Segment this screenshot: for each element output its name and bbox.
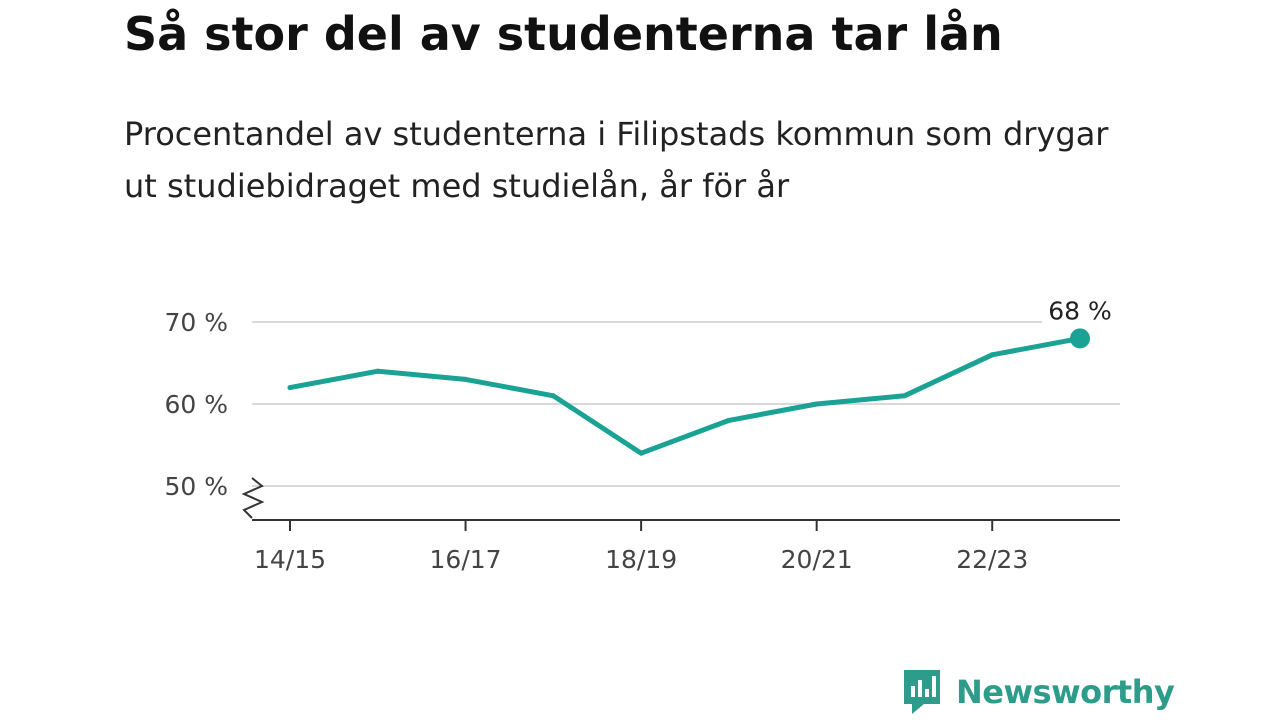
chart-subtitle: Procentandel av studenterna i Filipstads… bbox=[124, 115, 1109, 205]
last-point-label: 68 % bbox=[1048, 296, 1112, 325]
data-point bbox=[287, 385, 293, 391]
x-axis-ticks: 14/15 16/17 18/19 20/21 22/23 bbox=[254, 520, 1028, 574]
data-point bbox=[814, 401, 820, 407]
data-label-background bbox=[1042, 294, 1120, 325]
x-tick-label: 20/21 bbox=[781, 545, 853, 574]
chart-title: Så stor del av studenterna tar lån bbox=[124, 7, 1003, 61]
data-point bbox=[726, 417, 732, 423]
data-point bbox=[638, 450, 644, 456]
last-data-point bbox=[1070, 328, 1090, 349]
axis-break-icon bbox=[241, 477, 265, 519]
line-chart: 50 % 60 % 70 % 14/15 16/17 18/19 20/21 22/23 6… bbox=[164, 294, 1120, 574]
brand-name: Newsworthy bbox=[956, 673, 1175, 711]
grid-lines bbox=[252, 321, 1120, 487]
data-point bbox=[550, 393, 556, 399]
data-point bbox=[901, 393, 907, 399]
x-tick-label: 16/17 bbox=[430, 545, 502, 574]
x-tick-label: 22/23 bbox=[956, 545, 1028, 574]
x-axis bbox=[241, 477, 1120, 521]
data-point bbox=[989, 352, 995, 358]
data-point bbox=[375, 368, 381, 374]
y-tick-label: 60 % bbox=[164, 390, 228, 419]
series: 68 % bbox=[287, 294, 1120, 456]
brand-logo: Newsworthy bbox=[902, 668, 1175, 716]
x-tick-label: 14/15 bbox=[254, 545, 326, 574]
series-line bbox=[287, 335, 1083, 456]
x-tick-label: 18/19 bbox=[605, 545, 677, 574]
y-tick-label: 50 % bbox=[164, 472, 228, 501]
y-axis-ticks: 50 % 60 % 70 % bbox=[164, 308, 228, 501]
newsworthy-logo-icon bbox=[904, 670, 940, 714]
data-point bbox=[463, 376, 469, 382]
y-tick-label: 70 % bbox=[164, 308, 228, 337]
